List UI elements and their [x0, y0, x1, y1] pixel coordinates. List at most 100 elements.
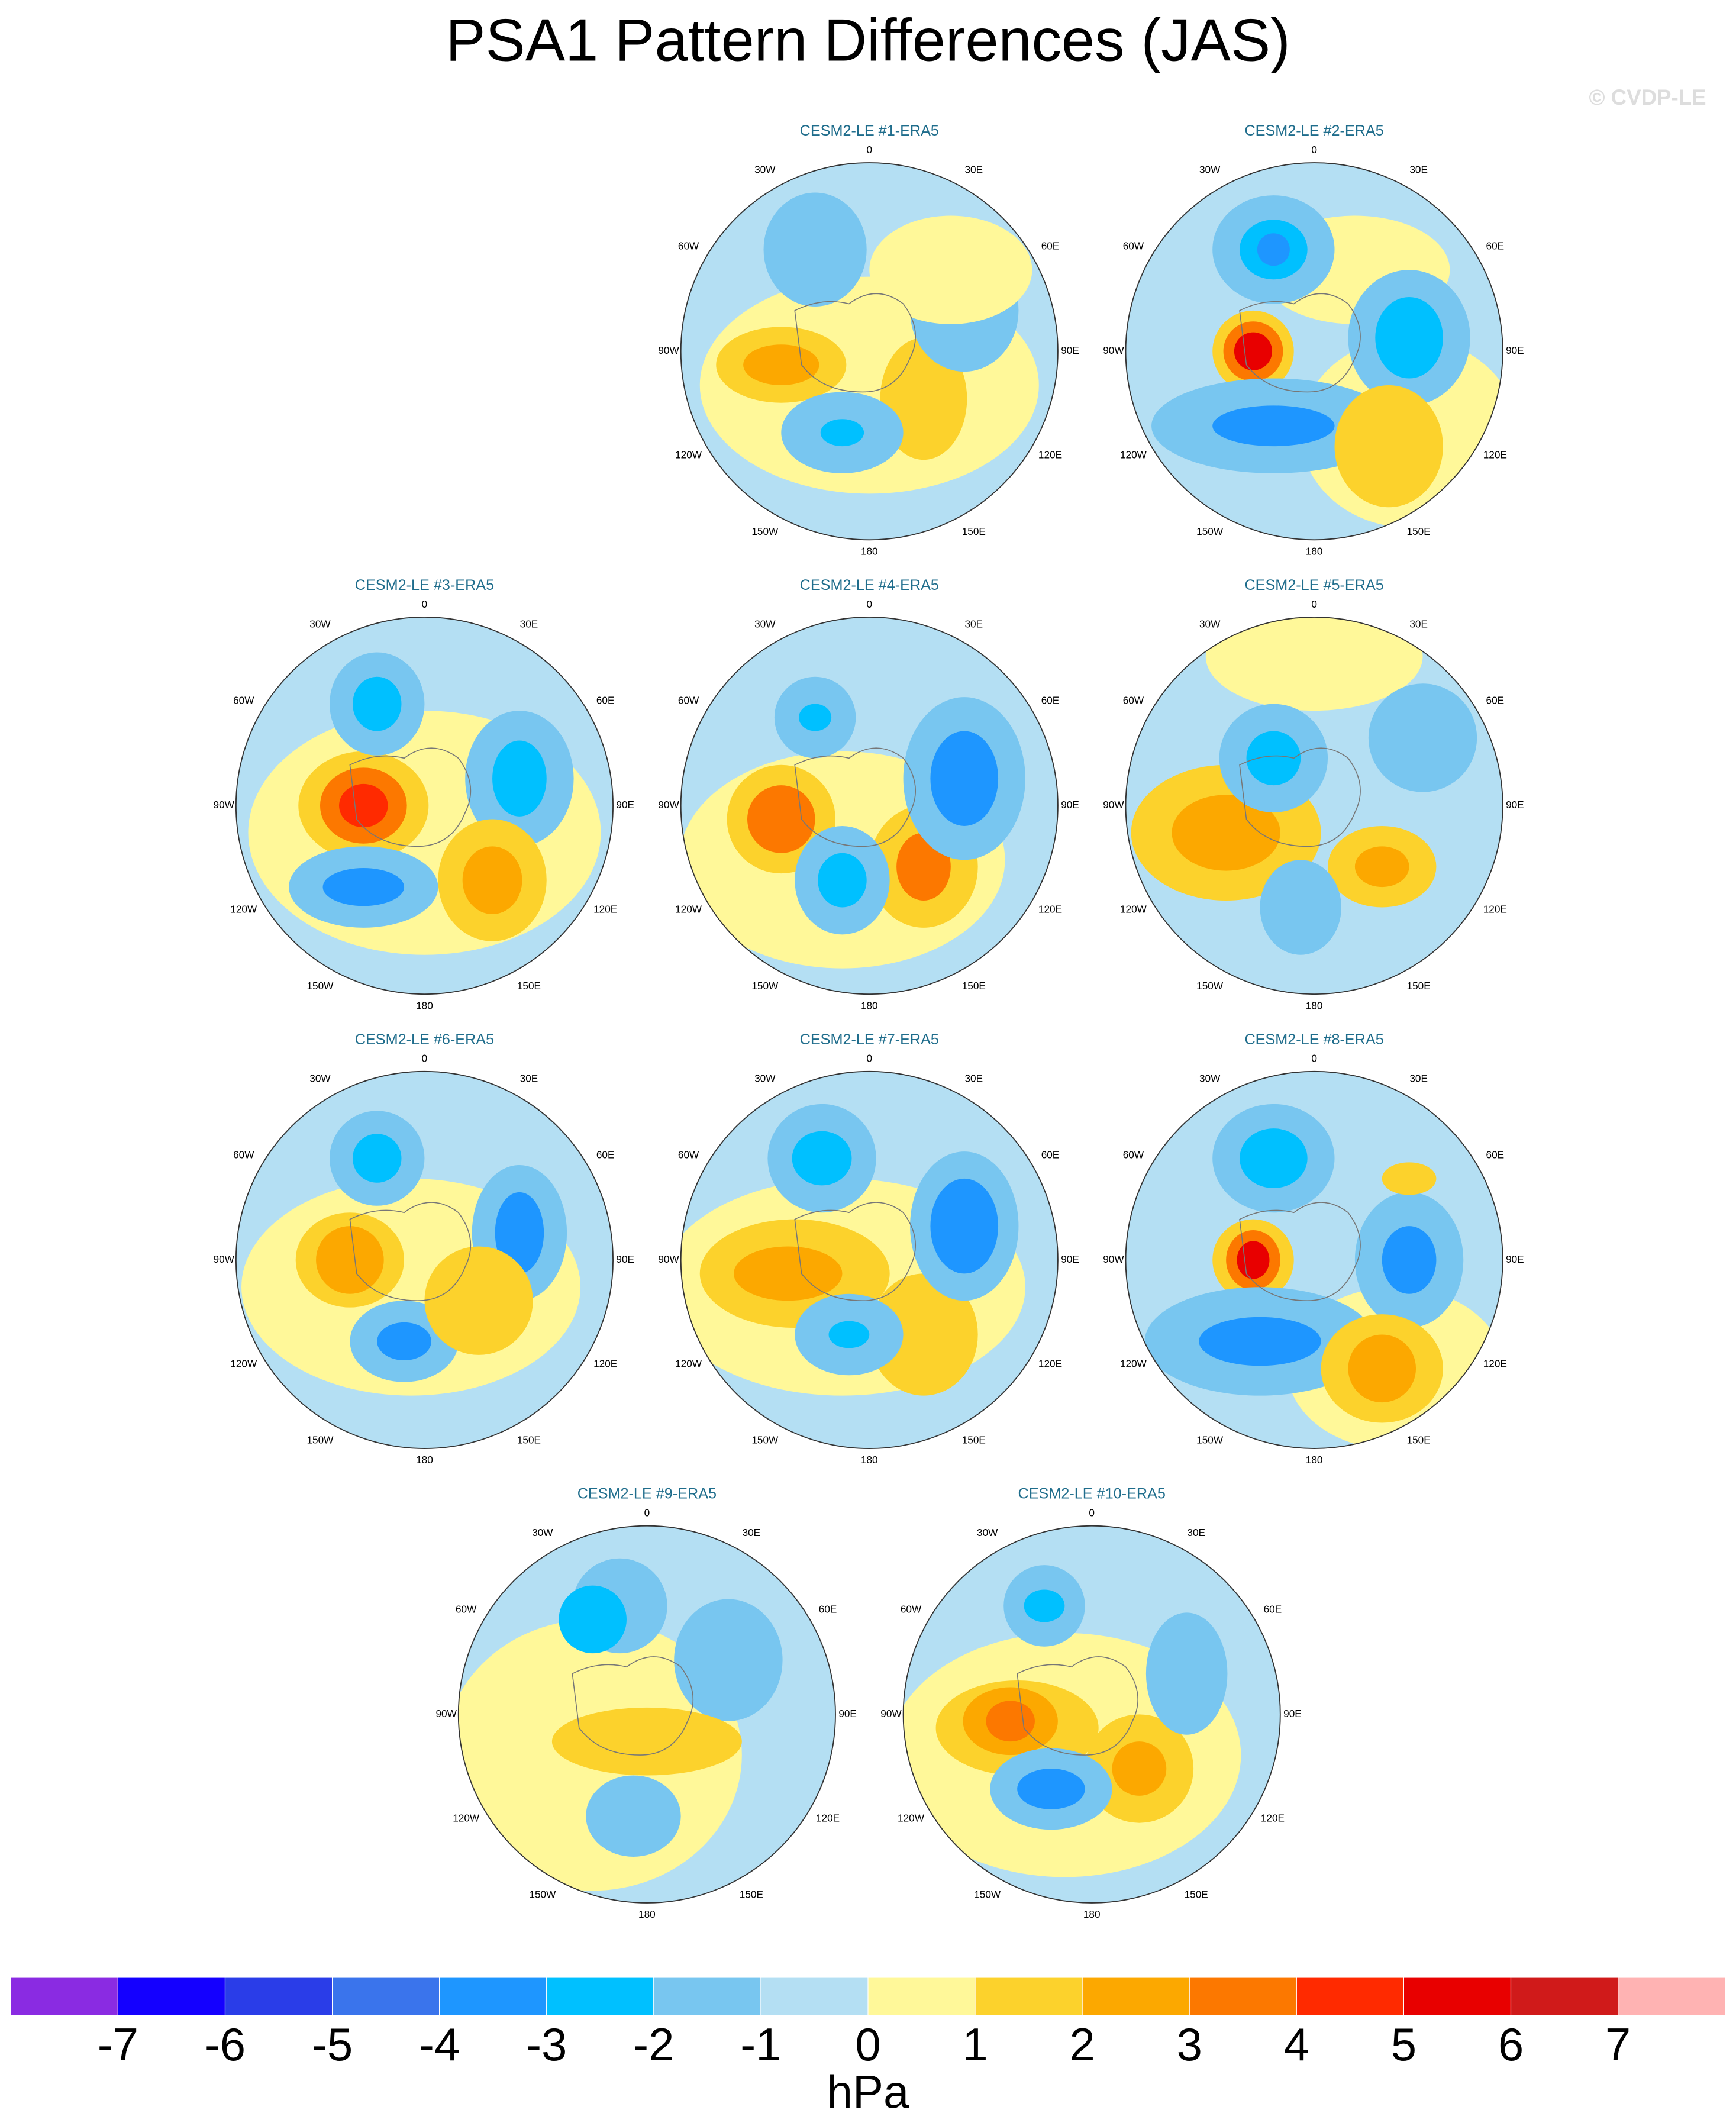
longitude-label: 30W [309, 1072, 331, 1084]
longitude-label: 0 [1311, 598, 1317, 610]
colorbar-box [117, 1977, 226, 2016]
contour-region [674, 1599, 783, 1721]
longitude-label: 180 [1306, 999, 1323, 1011]
longitude-label: 120W [453, 1812, 480, 1824]
longitude-label: 90E [1061, 799, 1079, 811]
contour-region [1375, 296, 1443, 379]
panel-title: CESM2-LE #4-ERA5 [800, 577, 939, 593]
contour-region [743, 344, 819, 385]
colorbar-tick-label: 0 [855, 2018, 880, 2070]
longitude-label: 60W [1123, 240, 1144, 252]
longitude-label: 90W [658, 1253, 679, 1265]
longitude-label: 30E [1409, 618, 1428, 630]
longitude-label: 120E [593, 904, 617, 915]
longitude-label: 120E [1483, 904, 1507, 915]
longitude-label: 90E [1506, 344, 1524, 356]
panel-title: CESM2-LE #2-ERA5 [1244, 122, 1383, 139]
colorbar-box [1296, 1977, 1404, 2016]
panel-title: CESM2-LE #1-ERA5 [800, 122, 939, 139]
map-panel [1125, 1071, 1503, 1449]
longitude-label: 60E [596, 695, 615, 706]
longitude-label: 120W [675, 449, 702, 461]
colorbar-tick-label: 7 [1605, 2018, 1631, 2070]
panel-title: CESM2-LE #7-ERA5 [800, 1031, 939, 1048]
longitude-label: 120W [675, 1357, 702, 1369]
longitude-label: 60W [678, 1149, 699, 1160]
longitude-label: 0 [1311, 1053, 1317, 1064]
longitude-label: 60W [233, 1149, 254, 1160]
longitude-label: 120E [1038, 1357, 1062, 1369]
map-border [235, 1070, 614, 1449]
colorbar-tick-label: -7 [98, 2018, 138, 2070]
longitude-label: 60W [233, 695, 254, 706]
colorbar-box [332, 1977, 440, 2016]
contour-region [1205, 617, 1423, 711]
longitude-label: 150E [962, 525, 986, 537]
colorbar-box [439, 1977, 547, 2016]
panel-title: CESM2-LE #10-ERA5 [1018, 1486, 1166, 1502]
map-border [235, 617, 614, 995]
longitude-label: 120E [1261, 1812, 1285, 1824]
longitude-label: 0 [867, 1053, 873, 1064]
contour-region [1348, 1334, 1416, 1403]
longitude-label: 30W [309, 618, 331, 630]
contour-region [818, 853, 867, 908]
colorbar-box [546, 1977, 654, 2016]
longitude-label: 30E [1187, 1527, 1205, 1538]
contour-region [930, 1178, 999, 1274]
contour-region [734, 1246, 843, 1301]
colorbar-box [975, 1977, 1083, 2016]
longitude-label: 180 [1306, 545, 1323, 557]
contour-region [377, 1322, 431, 1361]
longitude-label: 120E [1038, 449, 1062, 461]
longitude-label: 150W [1196, 1434, 1224, 1446]
longitude-label: 150W [307, 1434, 334, 1446]
map-border [680, 162, 1059, 541]
longitude-label: 120E [593, 1357, 617, 1369]
contour-region [1172, 795, 1280, 871]
contour-region [559, 1585, 627, 1654]
longitude-label: 60W [1123, 695, 1144, 706]
coastline [1239, 293, 1361, 393]
contour-region [424, 1246, 533, 1355]
contour-region [316, 1226, 384, 1294]
contour-region [1334, 385, 1443, 508]
contour-region [930, 731, 999, 826]
longitude-label: 0 [867, 144, 873, 156]
longitude-label: 90W [1103, 344, 1124, 356]
map-panel [235, 1071, 614, 1449]
longitude-label: 150E [517, 980, 541, 992]
longitude-label: 180 [416, 1454, 433, 1466]
longitude-label: 60W [678, 695, 699, 706]
colorbar-box [760, 1977, 869, 2016]
contour-region [986, 1701, 1035, 1742]
contour-region [339, 783, 388, 828]
contour-region [1368, 683, 1477, 792]
map-panel [1125, 163, 1503, 540]
longitude-label: 150W [751, 525, 779, 537]
longitude-label: 30E [964, 618, 983, 630]
longitude-label: 120E [1483, 449, 1507, 461]
colorbar-tick-label: 3 [1177, 2018, 1202, 2070]
longitude-label: 180 [861, 1454, 878, 1466]
longitude-label: 60E [1486, 240, 1505, 252]
contour-region [1354, 846, 1409, 888]
contour-region [828, 1321, 870, 1348]
longitude-label: 90W [1103, 1253, 1124, 1265]
colorbar-box [1403, 1977, 1512, 2016]
longitude-label: 90E [616, 1253, 634, 1265]
map-border [1125, 617, 1503, 995]
longitude-label: 120W [230, 1357, 257, 1369]
contour-region [1212, 405, 1335, 447]
contour-region [1382, 1162, 1437, 1195]
contour-region [1112, 1741, 1167, 1796]
longitude-label: 0 [422, 1053, 428, 1064]
panel-title: CESM2-LE #9-ERA5 [577, 1486, 717, 1502]
longitude-label: 90E [1283, 1708, 1302, 1719]
longitude-label: 0 [422, 598, 428, 610]
longitude-label: 180 [638, 1908, 656, 1920]
map-panel [680, 163, 1058, 540]
colorbar-tick-label: -6 [205, 2018, 246, 2070]
coastline [1239, 1202, 1361, 1302]
coastline [794, 747, 916, 847]
